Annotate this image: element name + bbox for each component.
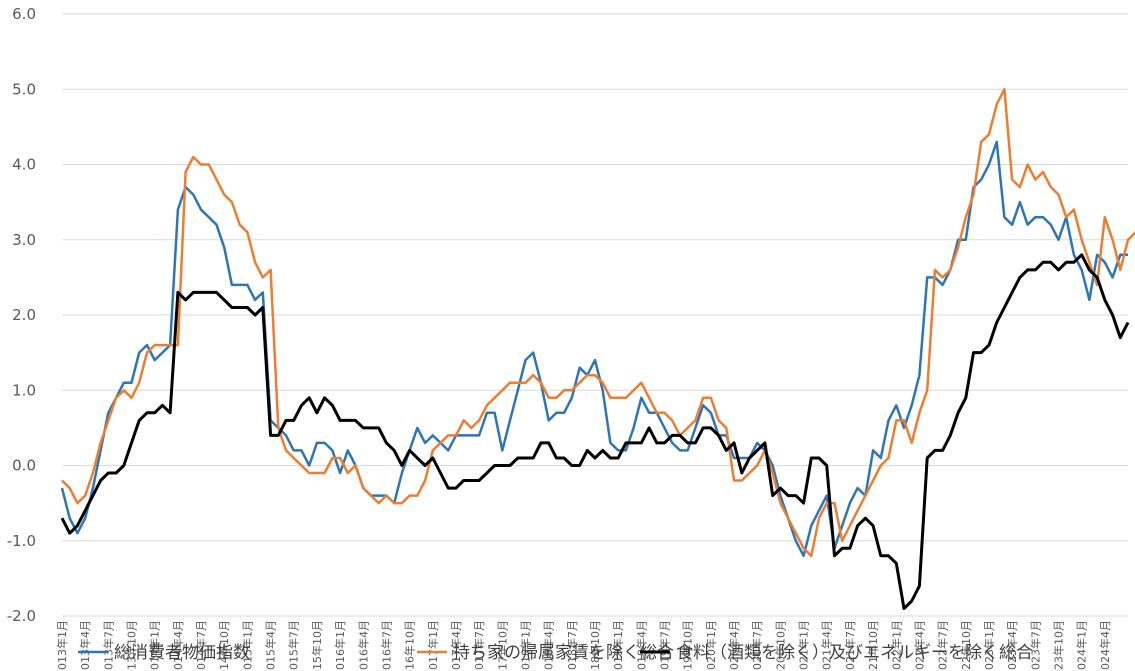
y-tick-label: 5.0 [12, 80, 36, 98]
x-tick-label: 2022年7月 [936, 620, 950, 671]
x-tick-label: 2013年1月 [55, 620, 69, 671]
x-tick-label: 2017年7月 [472, 620, 486, 671]
x-tick-label: 2020年4月 [727, 620, 741, 671]
legend-label-3: 食料（酒類を除く）及びエネルギーを除く総合 [676, 643, 1033, 663]
series-line-3 [60, 253, 1130, 610]
x-tick-label: 2022年10月 [959, 620, 973, 671]
y-tick-label: 2.0 [12, 306, 36, 324]
series-lines [60, 88, 1135, 610]
legend-label-2: 持ち家の帰属家賃を除く総合 [453, 643, 674, 663]
x-tick-label: 2018年4月 [542, 620, 556, 671]
x-tick-label: 2018年1月 [518, 620, 532, 671]
x-tick-label: 2023年1月 [982, 620, 996, 671]
y-tick-label: 6.0 [12, 5, 36, 23]
x-tick-label: 2019年10月 [681, 620, 695, 671]
x-tick-label: 2014年1月 [148, 620, 162, 671]
y-tick-label: -2.0 [7, 607, 36, 625]
x-tick-label: 2021年1月 [797, 620, 811, 671]
x-tick-label: 2017年10月 [495, 620, 509, 671]
x-tick-label: 2022年4月 [912, 620, 926, 671]
legend-label-1: 総消費者物価指数 [114, 643, 250, 663]
series-line-2 [61, 88, 1135, 558]
series-line-1 [60, 140, 1128, 558]
y-tick-label: 0.0 [12, 457, 36, 475]
x-tick-label: 2016年7月 [379, 620, 393, 671]
x-tick-label: 2013年7月 [101, 620, 115, 671]
x-tick-label: 2020年1月 [704, 620, 718, 671]
x-tick-label: 2017年4月 [449, 620, 463, 671]
x-tick-label: 2021年7月 [843, 620, 857, 671]
y-tick-label: 1.0 [12, 381, 36, 399]
x-tick-label: 2018年10月 [588, 620, 602, 671]
x-tick-label: 2024年4月 [1098, 620, 1112, 671]
y-tick-label: 4.0 [12, 156, 36, 174]
x-tick-label: 2015年10月 [310, 620, 324, 671]
x-tick-label: 2023年10月 [1051, 620, 1065, 671]
y-tick-label: 3.0 [12, 231, 36, 249]
x-tick-label: 2013年4月 [78, 620, 92, 671]
x-tick-label: 2019年7月 [658, 620, 672, 671]
x-tick-label: 2016年4月 [356, 620, 370, 671]
x-tick-label: 2014年10月 [217, 620, 231, 671]
x-tick-label: 2024年1月 [1075, 620, 1089, 671]
x-tick-label: 2020年7月 [750, 620, 764, 671]
x-tick-label: 2022年1月 [889, 620, 903, 671]
x-tick-label: 2014年4月 [171, 620, 185, 671]
x-tick-label: 2021年10月 [866, 620, 880, 671]
x-tick-label: 2016年10月 [403, 620, 417, 671]
y-tick-label: -1.0 [7, 532, 36, 550]
x-axis-tick-labels: 2013年1月 2013年4月 2013年7月 2013年10月 2014年1月 2014… [55, 620, 1112, 671]
x-tick-label: 2021年4月 [820, 620, 834, 671]
y-axis-tick-labels: 6.0 5.0 4.0 3.0 2.0 1.0 0.0 -1.0 -2.0 [7, 5, 36, 625]
x-tick-label: 2019年4月 [634, 620, 648, 671]
x-tick-label: 2014年7月 [194, 620, 208, 671]
legend: 総消費者物価指数 持ち家の帰属家賃を除く総合 食料（酒類を除く）及びエネルギーを除く… [78, 643, 1033, 663]
gridlines [62, 13, 1128, 617]
x-tick-label: 2015年7月 [287, 620, 301, 671]
x-tick-label: 2015年4月 [264, 620, 278, 671]
x-tick-label: 2015年1月 [240, 620, 254, 671]
x-tick-label: 2019年1月 [611, 620, 625, 671]
x-tick-label: 2018年7月 [565, 620, 579, 671]
x-tick-label: 2023年7月 [1028, 620, 1042, 671]
x-tick-label: 2020年10月 [773, 620, 787, 671]
x-tick-label: 2023年4月 [1005, 620, 1019, 671]
x-tick-label: 2013年10月 [125, 620, 139, 671]
x-tick-label: 2016年1月 [333, 620, 347, 671]
x-tick-label: 2017年1月 [426, 620, 440, 671]
